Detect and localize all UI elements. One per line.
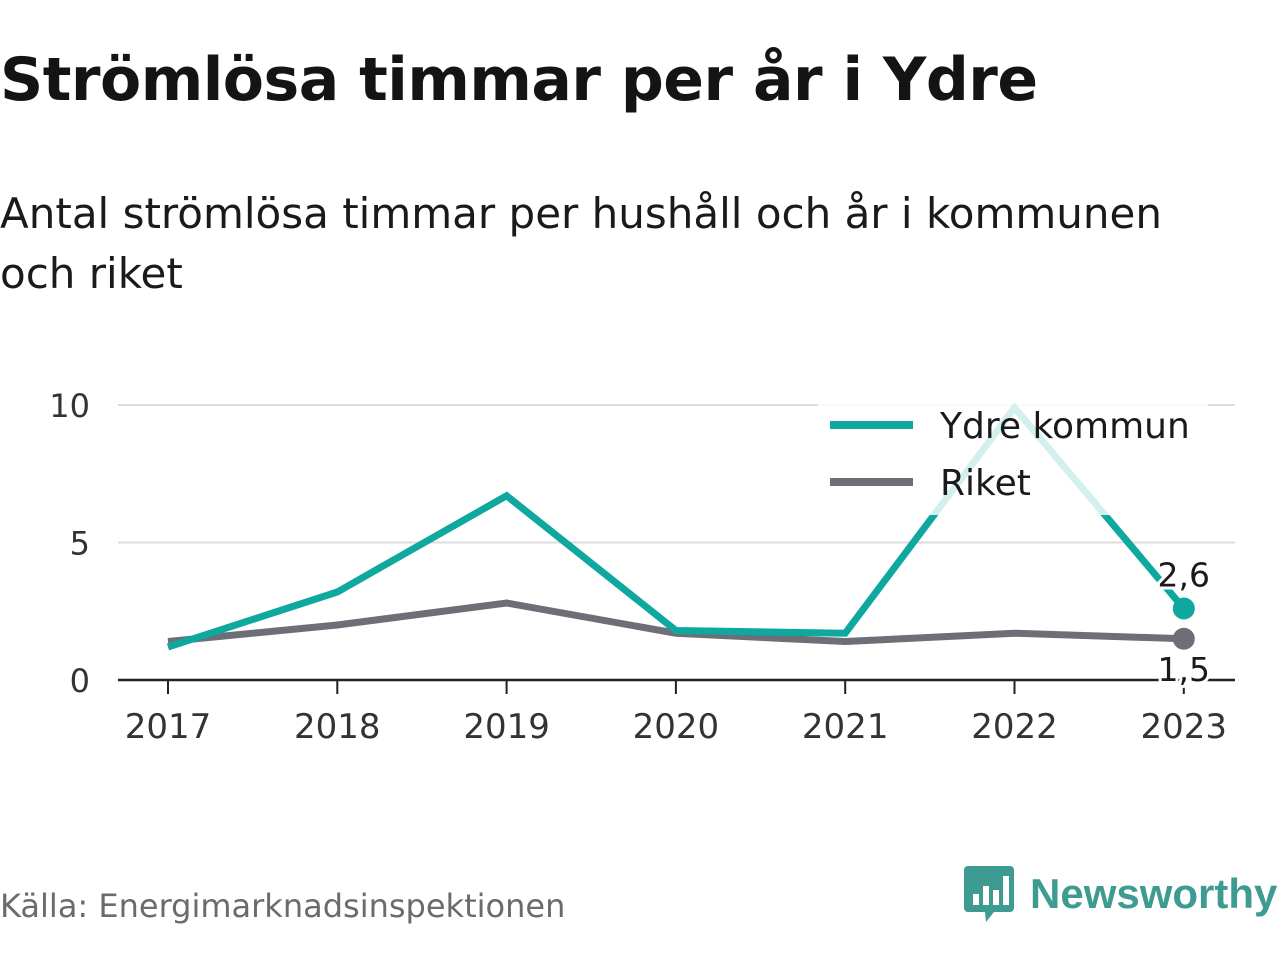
source-note: Källa: Energimarknadsinspektionen [0,887,566,925]
y-tick-label: 0 [70,662,90,700]
chart-title: Strömlösa timmar per år i Ydre [0,45,1038,115]
legend: Ydre kommun Riket [818,395,1208,515]
y-axis-tick-labels: 0 5 10 [49,387,90,700]
x-tick-label: 2020 [633,707,720,747]
end-value-label: 2,6 [1158,556,1210,595]
brand-name: Newsworthy [1030,870,1278,917]
y-tick-label: 5 [70,525,90,563]
end-point [1172,597,1195,620]
brand[interactable]: Newsworthy [964,862,1277,926]
x-tick-label: 2017 [125,707,212,747]
legend-label: Riket [940,463,1031,504]
newsworthy-logo-icon [964,866,1014,922]
end-point [1172,627,1195,650]
y-tick-label: 10 [49,387,90,425]
legend-box [818,395,1208,515]
x-tick-label: 2021 [802,707,889,747]
legend-label: Ydre kommun [939,406,1190,447]
end-labels: 2,6 1,5 [1155,553,1213,692]
x-tick-label: 2022 [971,707,1058,747]
series-line [167,599,1184,646]
x-tick-label: 2019 [463,707,550,747]
x-tick-label: 2018 [294,707,381,747]
end-value-label: 1,5 [1158,650,1210,689]
x-tick-label: 2023 [1141,707,1228,747]
x-axis: 2017 2018 2019 2020 2021 2022 2023 [118,678,1235,747]
chart-subtitle: Antal strömlösa timmar per hushåll och å… [0,189,1162,298]
